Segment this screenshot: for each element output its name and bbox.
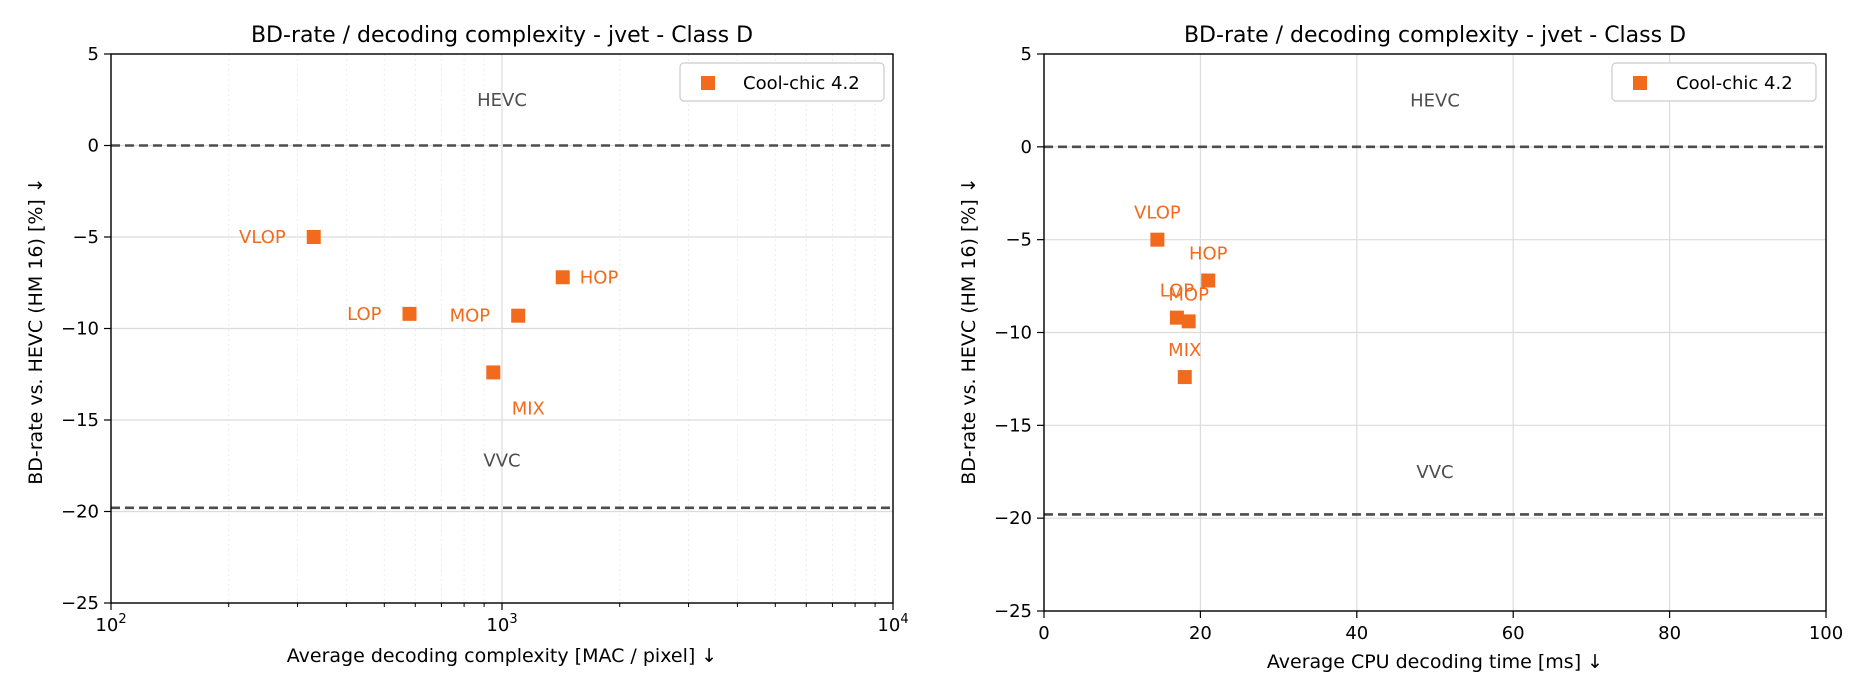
- data-point-hop: [555, 270, 570, 285]
- point-label-mix: MIX: [1168, 340, 1201, 361]
- y-tick-label: −20: [994, 508, 1032, 529]
- data-point-hop: [1201, 273, 1216, 288]
- point-label-mix: MIX: [512, 398, 545, 419]
- x-ticks: 102 103 104: [95, 603, 909, 636]
- x-tick-label: 0: [1038, 623, 1049, 644]
- x-axis-label: Average CPU decoding time [ms] ↓: [1267, 651, 1603, 673]
- reference-label-hevc: HEVC: [1410, 90, 1460, 111]
- y-axis-label: BD-rate vs. HEVC (HM 16) [%] ↓: [958, 177, 980, 485]
- x-ticks: 0 20 40 60 80 100: [1038, 611, 1843, 644]
- x-tick-label: 104: [877, 612, 908, 636]
- legend: Cool-chic 4.2: [679, 62, 885, 102]
- data-point-mop: [1181, 314, 1196, 329]
- y-ticks: 5 0 −5 −10 −15 −20 −25: [994, 44, 1044, 622]
- y-tick-label: −20: [61, 502, 99, 523]
- point-label-lop: LOP: [1160, 281, 1195, 302]
- x-tick-label: 20: [1189, 623, 1212, 644]
- legend: Cool-chic 4.2: [1611, 62, 1817, 102]
- point-label-lop: LOP: [347, 304, 382, 325]
- y-tick-label: −15: [994, 415, 1032, 436]
- y-tick-label: 0: [88, 136, 99, 157]
- reference-label-vvc: VVC: [1416, 462, 1453, 483]
- y-tick-label: −5: [1005, 230, 1032, 251]
- y-tick-label: −5: [72, 227, 99, 248]
- y-ticks: 5 0 −5 −10 −15 −20 −25: [61, 44, 111, 614]
- x-tick-label: 103: [486, 612, 517, 636]
- y-tick-label: 5: [88, 44, 99, 65]
- x-tick-label: 100: [1809, 623, 1843, 644]
- y-tick-label: −10: [61, 319, 99, 340]
- y-axis-label: BD-rate vs. HEVC (HM 16) [%] ↓: [25, 177, 47, 485]
- y-tick-label: 0: [1021, 137, 1032, 158]
- chart-title: BD-rate / decoding complexity - jvet - C…: [251, 23, 753, 48]
- legend-marker: [1633, 76, 1647, 90]
- reference-label-hevc: HEVC: [477, 90, 527, 111]
- data-points: [306, 230, 570, 380]
- x-tick-label: 60: [1502, 623, 1525, 644]
- y-tick-label: 5: [1021, 44, 1032, 65]
- point-labels: VLOP LOP MOP HOP MIX: [239, 227, 618, 419]
- data-point-vlop: [1150, 232, 1165, 247]
- y-tick-label: −15: [61, 410, 99, 431]
- data-point-lop: [402, 306, 417, 321]
- data-point-mix: [486, 365, 501, 380]
- reference-label-vvc: VVC: [483, 450, 520, 471]
- x-tick-label: 40: [1345, 623, 1368, 644]
- x-tick-label: 80: [1658, 623, 1681, 644]
- point-label-mop: MOP: [1168, 284, 1209, 305]
- point-label-vlop: VLOP: [239, 227, 286, 248]
- y-tick-label: −10: [994, 323, 1032, 344]
- reference-lines: HEVC VVC: [111, 90, 893, 510]
- data-points: [1150, 232, 1216, 385]
- y-tick-label: −25: [61, 593, 99, 614]
- legend-label: Cool-chic 4.2: [1676, 73, 1793, 94]
- left-chart: BD-rate / decoding complexity - jvet - C…: [25, 23, 909, 667]
- point-label-mop: MOP: [450, 306, 491, 327]
- chart-title: BD-rate / decoding complexity - jvet - C…: [1184, 23, 1686, 48]
- legend-marker: [701, 76, 715, 90]
- data-point-lop: [1169, 310, 1184, 325]
- grid: [1043, 53, 1827, 612]
- legend-box: [1611, 62, 1817, 102]
- data-point-mix: [1177, 370, 1192, 385]
- y-tick-label: −25: [994, 601, 1032, 622]
- data-point-vlop: [306, 230, 321, 244]
- reference-lines: HEVC VVC: [1044, 90, 1826, 516]
- x-tick-label: 102: [95, 612, 126, 636]
- point-label-hop: HOP: [580, 267, 619, 288]
- legend-label: Cool-chic 4.2: [743, 73, 860, 94]
- data-point-mop: [511, 308, 526, 323]
- point-label-hop: HOP: [1189, 244, 1228, 265]
- legend-box: [679, 62, 885, 102]
- grid: [110, 53, 894, 604]
- x-axis-label: Average decoding complexity [MAC / pixel…: [287, 645, 717, 667]
- right-chart: BD-rate / decoding complexity - jvet - C…: [958, 23, 1843, 673]
- point-label-vlop: VLOP: [1134, 203, 1181, 224]
